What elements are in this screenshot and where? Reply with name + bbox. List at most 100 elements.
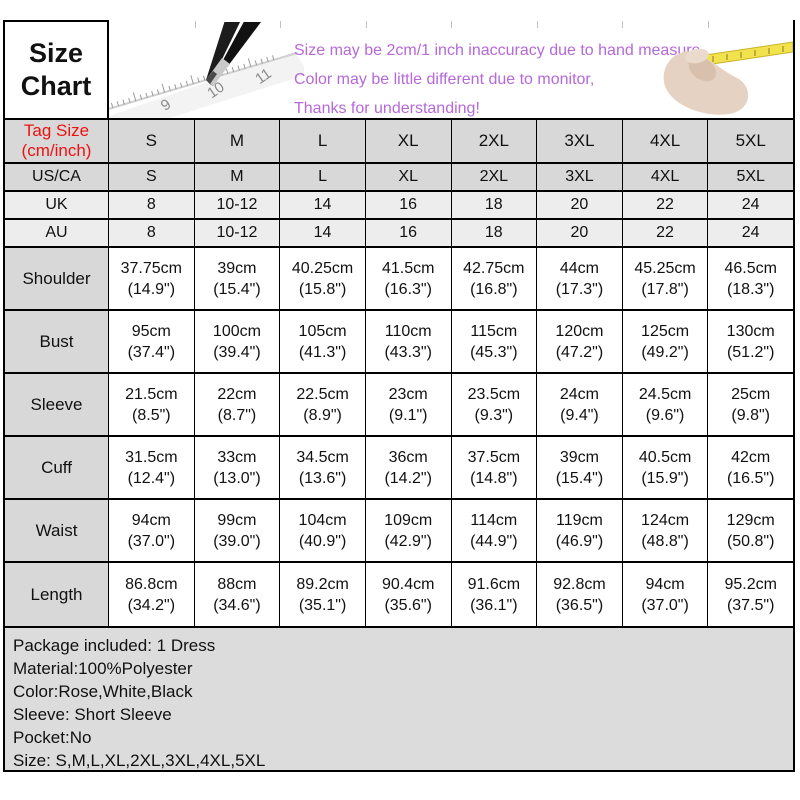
size-cell: 22	[622, 220, 709, 246]
measure-inch: (43.3")	[384, 343, 432, 361]
row-label: Bust	[5, 311, 109, 372]
pencil-and-ruler-icon: 9 10 11	[109, 22, 304, 118]
measure-cm: 42cm	[731, 448, 771, 466]
product-info: Package included: 1 Dress Material:100%P…	[5, 626, 793, 770]
measure-cm: 94cm	[645, 575, 685, 593]
measure-cm: 94cm	[131, 511, 171, 529]
measure-cm: 99cm	[217, 511, 257, 529]
measure-cell: 109cm (42.9")	[365, 500, 452, 561]
measure-cm: 42.75cm	[463, 259, 525, 277]
measure-cm: 37.5cm	[467, 448, 521, 466]
measure-inch: (48.8")	[641, 532, 689, 550]
row-label: Shoulder	[5, 248, 109, 309]
measure-cm: 40.5cm	[638, 448, 692, 466]
measure-cell: 94cm (37.0")	[109, 500, 195, 561]
header-art-area: 9 10 11 Size may be 2cm/1 inch inaccurac…	[109, 20, 793, 118]
size-cell: S	[109, 164, 195, 190]
measure-inch: (13.6")	[298, 469, 347, 487]
measure-cm: 22cm	[217, 385, 257, 403]
measure-inch: (16.5")	[726, 469, 775, 487]
measure-inch: (9.3")	[474, 406, 514, 424]
measure-inch: (14.8")	[470, 469, 518, 487]
size-column-header: M	[194, 120, 281, 162]
measure-cell: 125cm (49.2")	[622, 311, 709, 372]
measure-cm: 31.5cm	[125, 448, 178, 466]
measure-cell: 33cm (13.0")	[194, 437, 281, 498]
measurement-row: Waist 94cm (37.0") 99cm (39.0") 104cm (40.9") 1…	[5, 500, 793, 563]
measure-inch: (44.9")	[470, 532, 518, 550]
measure-cell: 24cm (9.4")	[537, 374, 623, 435]
column-tick	[451, 21, 452, 28]
measure-cell: 130cm (51.2")	[708, 311, 793, 372]
size-chart-table: Size Chart	[3, 20, 795, 772]
size-cell: 20	[537, 220, 623, 246]
measure-inch: (8.9")	[303, 406, 342, 424]
measure-cm: 88cm	[217, 575, 257, 593]
size-column-header: S	[109, 120, 195, 162]
measure-cell: 36cm (14.2")	[365, 437, 452, 498]
note-line: Size may be 2cm/1 inch inaccuracy due to…	[294, 42, 705, 59]
measure-cm: 37.75cm	[120, 259, 182, 277]
measurement-row: Bust 95cm (37.4") 100cm (39.4") 105cm (41.3") 1…	[5, 311, 793, 374]
measure-cm: 34.5cm	[296, 448, 349, 466]
measure-cell: 39cm (15.4")	[537, 437, 623, 498]
measure-inch: (36.1")	[470, 596, 518, 614]
measure-inch: (9.1")	[388, 406, 428, 424]
measure-cm: 23cm	[388, 385, 428, 403]
measurement-row: Sleeve 21.5cm (8.5") 22cm (8.7") 22.5cm (8.9")…	[5, 374, 793, 437]
measure-inch: (17.8")	[641, 280, 689, 298]
measure-cm: 125cm	[641, 322, 690, 340]
size-grid: Tag Size (cm/inch) S M L XL 2XL 3XL 4XL 5XL US/CA S…	[5, 120, 793, 626]
measure-cell: 119cm (46.9")	[537, 500, 623, 561]
svg-text:10: 10	[204, 79, 227, 102]
measure-cell: 25cm (9.8")	[708, 374, 793, 435]
measure-inch: (35.1")	[298, 596, 347, 614]
measurement-row: Cuff 31.5cm (12.4") 33cm (13.0") 34.5cm (13.6"…	[5, 437, 793, 500]
measurement-row: Shoulder 37.75cm (14.9") 39cm (15.4") 40.25cm…	[5, 248, 793, 311]
product-info-line: Sleeve: Short Sleeve	[13, 705, 172, 724]
measure-inch: (14.2")	[384, 469, 432, 487]
column-tick	[622, 21, 623, 28]
measure-cm: 24.5cm	[638, 385, 692, 403]
note-line: Thanks for understanding!	[294, 100, 480, 117]
size-cell: 14	[280, 220, 366, 246]
measure-cm: 130cm	[726, 322, 775, 340]
measure-inch: (14.9")	[127, 280, 176, 298]
measure-cell: 37.5cm (14.8")	[451, 437, 538, 498]
row-label: Length	[5, 563, 109, 626]
size-column-header: 4XL	[622, 120, 709, 162]
measure-cell: 89.2cm (35.1")	[280, 563, 366, 626]
size-cell: 8	[109, 220, 195, 246]
size-column-header: L	[280, 120, 366, 162]
measure-cell: 104cm (40.9")	[280, 500, 366, 561]
conversion-row: US/CA S M L XL 2XL 3XL 4XL 5XL	[5, 164, 793, 192]
measure-cm: 41.5cm	[381, 259, 435, 277]
measure-cell: 88cm (34.6")	[194, 563, 281, 626]
measure-inch: (49.2")	[641, 343, 689, 361]
size-cell: L	[280, 164, 366, 190]
conversion-row: AU 8 10-12 14 16 18 20 22 24	[5, 220, 793, 248]
measure-cell: 86.8cm (34.2")	[109, 563, 195, 626]
measure-cm: 110cm	[384, 322, 432, 340]
size-cell: 24	[708, 220, 793, 246]
column-tick	[280, 21, 281, 28]
measure-cm: 89.2cm	[296, 575, 349, 593]
measure-cell: 94cm (37.0")	[622, 563, 709, 626]
page-title-line2: Chart	[20, 71, 92, 101]
measure-inch: (13.0")	[213, 469, 261, 487]
measure-cm: 119cm	[556, 511, 603, 529]
row-label: AU	[5, 220, 109, 246]
measure-cm: 44cm	[559, 259, 599, 277]
product-info-line: Color:Rose,White,Black	[13, 682, 193, 701]
measure-inch: (45.3")	[470, 343, 518, 361]
measure-inch: (12.4")	[127, 469, 176, 487]
measure-cm: 95.2cm	[724, 575, 777, 593]
measure-cm: 33cm	[217, 448, 257, 466]
product-info-line: Pocket:No	[13, 728, 92, 747]
measure-inch: (9.4")	[560, 406, 599, 424]
measure-cell: 99cm (39.0")	[194, 500, 281, 561]
measure-cell: 91.6cm (36.1")	[451, 563, 538, 626]
measure-cm: 114cm	[470, 511, 518, 529]
size-cell: 10-12	[194, 220, 281, 246]
